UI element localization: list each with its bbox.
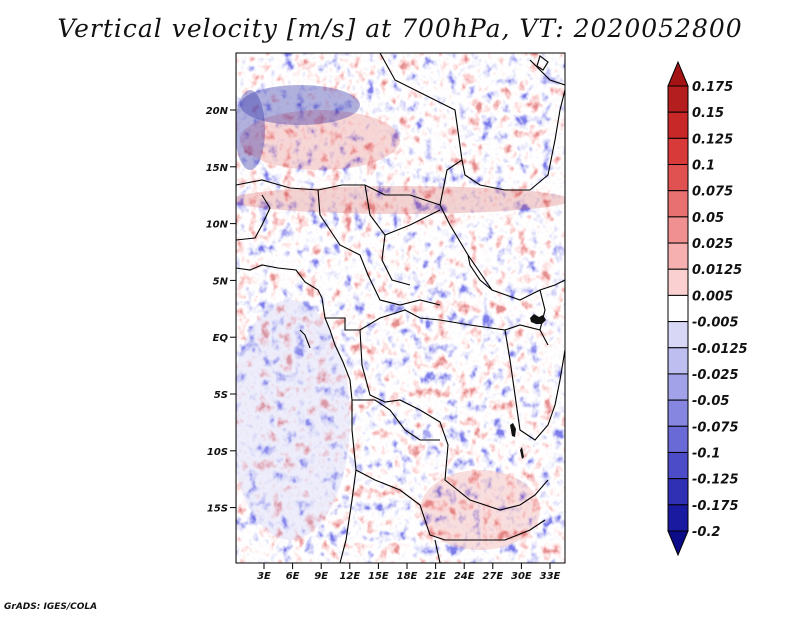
colorbar-swatch <box>667 190 689 218</box>
lon-label: 30E <box>511 571 532 582</box>
colorbar-swatch <box>667 137 689 166</box>
lon-label: 18E <box>397 571 418 582</box>
colorbar-label: 0.175 <box>692 80 733 95</box>
colorbar-label: -0.0125 <box>692 342 748 357</box>
lat-label: EQ <box>213 333 229 344</box>
latitude-axis: 20N 15N 10N 5N EQ 5S 10S 15S <box>206 106 236 515</box>
lon-label: 15E <box>368 571 389 582</box>
colorbar-label: 0.05 <box>692 211 724 226</box>
colorbar-label: 0.005 <box>692 289 733 304</box>
country-borders <box>236 53 565 563</box>
lon-label: 12E <box>339 571 360 582</box>
colorbar-swatch <box>667 268 689 296</box>
colorbar-swatch <box>667 216 689 244</box>
colorbar-swatch <box>667 399 689 427</box>
colorbar: 0.175 0.15 0.125 0.1 0.075 0.05 0.025 0.0125 0.0… <box>667 60 748 557</box>
colorbar-swatch <box>667 321 689 349</box>
colorbar-label: -0.005 <box>692 316 739 331</box>
lat-label: 10S <box>207 447 228 458</box>
lat-label: 15N <box>206 163 229 174</box>
colorbar-swatch <box>667 347 689 375</box>
lon-label: 24E <box>454 571 475 582</box>
colorbar-swatch <box>667 294 689 323</box>
lon-label: 27E <box>482 571 503 582</box>
colorbar-label: -0.1 <box>692 446 720 461</box>
lon-label: 33E <box>540 571 561 582</box>
colorbar-swatch <box>667 242 689 270</box>
lat-label: 10N <box>206 220 229 231</box>
vertical-velocity-field <box>236 53 565 563</box>
lon-label: 6E <box>286 571 300 582</box>
colorbar-label: -0.025 <box>692 368 739 383</box>
colorbar-label: -0.05 <box>692 394 729 409</box>
lon-label: 21E <box>425 571 446 582</box>
lat-label: 5N <box>213 276 229 287</box>
colorbar-label: -0.125 <box>692 473 739 488</box>
lat-label: 20N <box>206 106 229 117</box>
grads-credit: GrADS: IGES/COLA <box>4 602 98 612</box>
map-frame <box>235 52 566 564</box>
colorbar-label: -0.2 <box>692 525 720 540</box>
longitude-axis: 3E 6E 9E 12E 15E 18E 21E 24E 27E 30E 33E <box>257 563 561 582</box>
colorbar-swatch <box>667 373 689 401</box>
map-title: Vertical velocity [m/s] at 700hPa, VT: 2… <box>57 14 743 43</box>
colorbar-swatch <box>667 111 689 139</box>
colorbar-swatch <box>667 451 689 480</box>
colorbar-label: 0.075 <box>692 185 733 200</box>
colorbar-label: 0.025 <box>692 237 733 252</box>
lat-label: 15S <box>207 504 228 515</box>
colorbar-bottom-arrow <box>667 530 689 557</box>
colorbar-swatch <box>667 85 689 113</box>
lon-label: 3E <box>257 571 271 582</box>
lon-label: 9E <box>314 571 328 582</box>
colorbar-top-arrow <box>667 60 689 87</box>
colorbar-swatch <box>667 164 689 192</box>
colorbar-label: 0.125 <box>692 132 733 147</box>
colorbar-swatch <box>667 478 689 506</box>
colorbar-label: 0.0125 <box>692 263 742 278</box>
colorbar-swatch <box>667 504 689 532</box>
colorbar-swatch <box>667 425 689 453</box>
colorbar-label: 0.1 <box>692 159 715 174</box>
colorbar-label: 0.15 <box>692 106 724 121</box>
colorbar-label: -0.075 <box>692 420 739 435</box>
colorbar-label: -0.175 <box>692 499 739 514</box>
lat-label: 5S <box>214 390 228 401</box>
lakes <box>510 55 549 459</box>
